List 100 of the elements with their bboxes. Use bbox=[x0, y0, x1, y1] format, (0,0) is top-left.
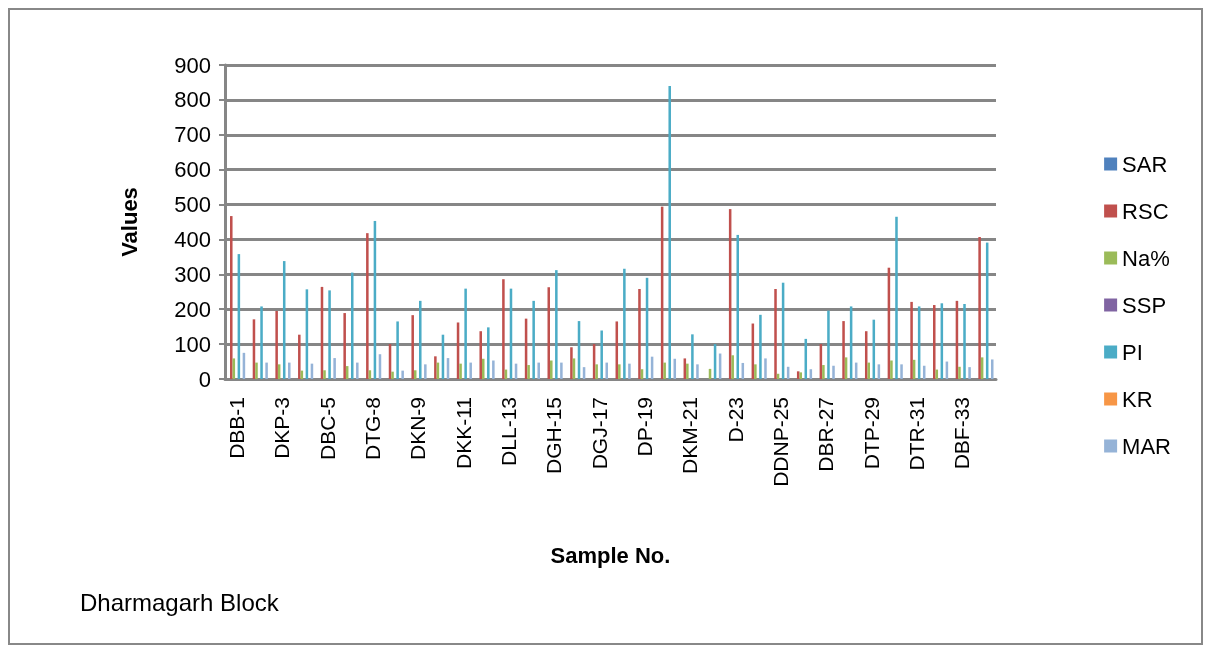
x-tick-label: DBB-1 bbox=[224, 397, 248, 459]
x-tick-label: DGJ-17 bbox=[587, 397, 611, 470]
legend-label: MAR bbox=[1122, 433, 1171, 459]
bar bbox=[900, 364, 903, 379]
x-tick-label: DBR-27 bbox=[814, 397, 838, 472]
legend-label: Na% bbox=[1122, 245, 1170, 271]
bar bbox=[328, 290, 331, 379]
bar bbox=[731, 355, 734, 379]
bar bbox=[910, 301, 913, 379]
y-tick-label: 900 bbox=[174, 52, 211, 78]
bar bbox=[668, 85, 671, 379]
bar bbox=[618, 364, 621, 379]
y-tick-label: 0 bbox=[198, 366, 211, 392]
bar bbox=[275, 310, 278, 379]
bar bbox=[265, 362, 268, 379]
bar bbox=[434, 356, 437, 379]
bar bbox=[532, 300, 535, 379]
bar bbox=[932, 305, 936, 379]
legend-label: SSP bbox=[1122, 292, 1167, 318]
bar bbox=[867, 362, 871, 379]
bar bbox=[481, 358, 485, 379]
x-tick-label: DTR-31 bbox=[905, 397, 929, 471]
bar bbox=[464, 288, 467, 379]
bar bbox=[350, 272, 354, 379]
x-tick-label: DDNP-25 bbox=[769, 397, 793, 487]
bar bbox=[827, 310, 830, 379]
y-tick-label: 300 bbox=[174, 261, 211, 287]
bar bbox=[958, 366, 961, 379]
bar bbox=[396, 321, 399, 379]
x-tick-label: DTG-8 bbox=[360, 397, 384, 460]
bar bbox=[774, 288, 777, 379]
y-tick-label: 500 bbox=[174, 192, 211, 218]
bar bbox=[537, 362, 540, 379]
bar bbox=[323, 370, 326, 379]
bar bbox=[754, 364, 757, 379]
x-tick-label: DKM-21 bbox=[678, 397, 702, 475]
bar bbox=[736, 234, 740, 379]
bar bbox=[547, 287, 551, 379]
legend-label: PI bbox=[1122, 339, 1143, 365]
bar bbox=[842, 321, 845, 379]
bar bbox=[487, 327, 490, 379]
y-tick-label: 400 bbox=[174, 226, 211, 252]
bar bbox=[298, 334, 301, 379]
bar bbox=[424, 364, 427, 379]
bar bbox=[691, 334, 694, 379]
y-tick-label: 600 bbox=[174, 157, 211, 183]
bar bbox=[600, 330, 603, 379]
bar bbox=[822, 365, 825, 379]
bar bbox=[990, 359, 994, 379]
bar bbox=[411, 315, 414, 379]
bar bbox=[560, 362, 563, 379]
bar bbox=[459, 363, 462, 379]
bar bbox=[978, 237, 981, 379]
bar bbox=[595, 364, 598, 379]
x-tick-label: DBF-33 bbox=[950, 397, 974, 470]
bar bbox=[663, 362, 666, 379]
y-tick-label: 100 bbox=[174, 331, 211, 357]
bar bbox=[366, 233, 369, 379]
bar bbox=[391, 371, 394, 379]
bar bbox=[696, 364, 699, 379]
y-tick-label: 800 bbox=[174, 87, 211, 113]
bar bbox=[230, 216, 233, 379]
bar bbox=[764, 358, 767, 379]
bar bbox=[605, 362, 609, 379]
legend-label: RSC bbox=[1122, 198, 1169, 224]
x-tick-label: DKN-9 bbox=[406, 397, 430, 461]
y-axis-title: Values bbox=[116, 187, 142, 257]
text: Dharmagarh Block bbox=[80, 588, 280, 616]
bar bbox=[288, 362, 291, 379]
bar bbox=[895, 216, 898, 379]
bar bbox=[419, 300, 422, 379]
bar bbox=[343, 313, 346, 379]
x-tick-label: DKK-11 bbox=[451, 397, 475, 469]
bar bbox=[255, 362, 258, 379]
y-tick-label: 200 bbox=[174, 296, 211, 322]
bar bbox=[759, 314, 762, 379]
bar bbox=[527, 365, 530, 379]
bar bbox=[832, 365, 835, 379]
legend-label: SAR bbox=[1122, 151, 1168, 177]
bar bbox=[963, 303, 966, 379]
bar bbox=[469, 362, 472, 379]
bar bbox=[260, 306, 263, 379]
bar bbox=[356, 362, 359, 379]
bar bbox=[686, 363, 689, 379]
legend-label: KR bbox=[1122, 386, 1153, 412]
bar bbox=[968, 367, 971, 379]
x-tick-label: DKP-3 bbox=[270, 397, 294, 459]
bar bbox=[570, 347, 573, 379]
x-tick-label: DP-19 bbox=[633, 397, 657, 457]
bar bbox=[550, 360, 553, 379]
x-tick-label: DTP-29 bbox=[859, 397, 883, 470]
x-tick-label: DGH-15 bbox=[542, 397, 566, 475]
x-tick-label: DLL-13 bbox=[496, 397, 520, 466]
bar bbox=[623, 268, 626, 379]
bar bbox=[479, 331, 482, 379]
bar bbox=[628, 363, 631, 379]
bar bbox=[502, 279, 505, 379]
bar bbox=[401, 370, 404, 379]
bar bbox=[333, 358, 336, 379]
bar bbox=[555, 270, 558, 379]
